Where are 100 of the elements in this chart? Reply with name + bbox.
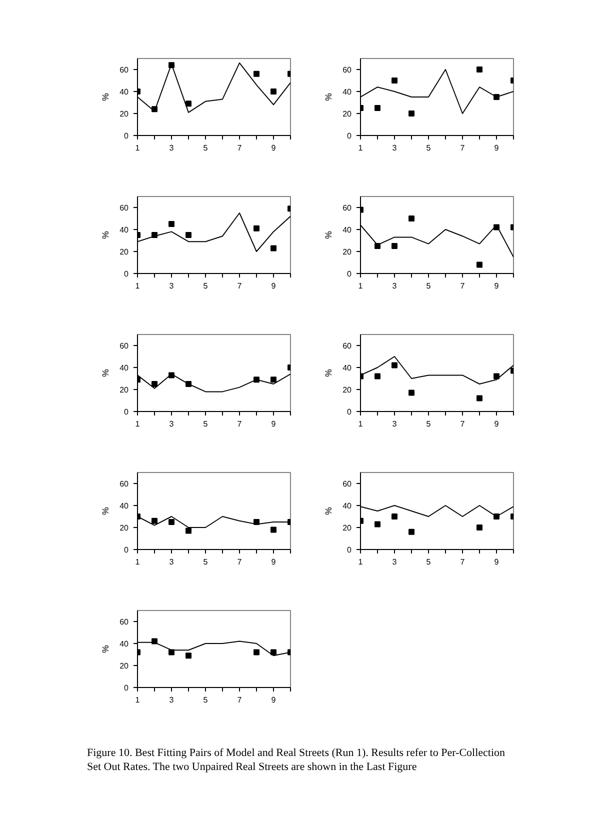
- x-tick-label: 3: [169, 144, 174, 152]
- x-tick-label: 5: [203, 282, 208, 290]
- point: [186, 232, 192, 238]
- x-tick-label: 7: [237, 558, 242, 566]
- point: [254, 519, 260, 525]
- y-tick-label: 0: [124, 546, 130, 554]
- x-tick-label: 1: [135, 696, 140, 704]
- y-tick-label: 40: [120, 640, 130, 648]
- x-tick-label: 7: [460, 144, 466, 152]
- point: [374, 373, 380, 380]
- x-tick-label: 5: [426, 420, 432, 428]
- y-tick-label: 60: [342, 342, 352, 350]
- y-axis-title: %: [100, 506, 111, 515]
- point: [152, 518, 158, 524]
- y-axis-title: %: [324, 506, 334, 515]
- y-axis-title: %: [100, 230, 111, 239]
- y-tick-label: 0: [124, 132, 130, 140]
- point: [152, 106, 158, 112]
- line-series: [360, 356, 514, 384]
- point: [270, 649, 276, 656]
- x-tick-label: 3: [169, 558, 174, 566]
- y-tick-label: 20: [342, 110, 352, 118]
- y-tick-label: 60: [120, 66, 130, 74]
- x-tick-label: 5: [203, 558, 208, 566]
- y-tick-label: 20: [120, 248, 130, 256]
- y-axis-title: %: [324, 92, 334, 101]
- x-tick-label: 9: [494, 558, 500, 566]
- point: [152, 638, 158, 644]
- point: [408, 216, 414, 222]
- point: [392, 514, 398, 520]
- x-tick-label: 9: [271, 558, 276, 566]
- y-axis-title: %: [100, 644, 111, 653]
- x-tick-label: 1: [135, 144, 140, 152]
- x-tick-label: 3: [392, 144, 398, 152]
- x-tick-label: 5: [203, 420, 208, 428]
- point: [270, 245, 276, 252]
- y-tick-label: 0: [347, 270, 352, 278]
- x-tick-label: 9: [494, 420, 500, 428]
- point: [168, 221, 174, 227]
- y-tick-label: 40: [120, 502, 130, 510]
- x-tick-label: 1: [358, 558, 364, 566]
- y-tick-label: 40: [120, 226, 130, 234]
- x-tick-label: 7: [237, 144, 242, 152]
- point: [168, 649, 174, 656]
- point: [270, 88, 276, 94]
- x-tick-label: 3: [392, 420, 398, 428]
- x-tick-label: 3: [169, 282, 174, 290]
- x-tick-label: 5: [426, 558, 432, 566]
- y-tick-label: 0: [347, 546, 352, 554]
- x-tick-label: 7: [460, 282, 466, 290]
- y-tick-label: 40: [342, 226, 352, 234]
- point: [374, 521, 380, 528]
- x-tick-label: 9: [494, 282, 500, 290]
- y-axis-title: %: [100, 92, 111, 101]
- x-tick-label: 5: [203, 696, 208, 704]
- x-tick-label: 3: [169, 420, 174, 428]
- y-tick-label: 40: [342, 364, 352, 372]
- x-tick-label: 9: [271, 144, 276, 152]
- point: [374, 243, 380, 249]
- x-tick-label: 7: [237, 420, 242, 428]
- x-tick-label: 1: [135, 558, 140, 566]
- x-tick-label: 1: [358, 420, 364, 428]
- point: [168, 519, 174, 525]
- point: [408, 110, 414, 116]
- y-tick-label: 60: [120, 204, 130, 212]
- point: [254, 225, 260, 232]
- y-tick-label: 0: [124, 408, 130, 416]
- x-tick-label: 9: [271, 282, 276, 290]
- point: [374, 105, 380, 111]
- x-tick-label: 7: [237, 696, 242, 704]
- y-tick-label: 20: [120, 386, 130, 394]
- y-tick-label: 60: [120, 342, 130, 350]
- point: [476, 66, 482, 72]
- x-tick-label: 5: [203, 144, 208, 152]
- y-tick-label: 20: [342, 386, 352, 394]
- y-tick-label: 0: [124, 270, 130, 278]
- x-tick-label: 9: [494, 144, 500, 152]
- point: [270, 376, 276, 383]
- y-tick-label: 60: [342, 480, 352, 488]
- y-tick-label: 40: [120, 364, 130, 372]
- y-tick-label: 20: [120, 110, 130, 118]
- point: [254, 70, 260, 77]
- x-tick-label: 5: [426, 144, 432, 152]
- y-tick-label: 40: [342, 502, 352, 510]
- y-axis-title: %: [324, 368, 334, 377]
- x-tick-label: 3: [392, 558, 398, 566]
- y-tick-label: 20: [342, 248, 352, 256]
- point: [254, 649, 260, 656]
- point: [476, 524, 482, 530]
- y-tick-label: 20: [120, 662, 130, 670]
- point: [494, 373, 500, 380]
- point: [408, 390, 414, 396]
- point: [270, 526, 276, 533]
- x-tick-label: 7: [460, 558, 466, 566]
- point: [168, 372, 174, 378]
- y-tick-label: 0: [347, 132, 352, 140]
- x-tick-label: 1: [358, 144, 364, 152]
- point: [186, 528, 192, 534]
- y-tick-label: 60: [342, 66, 352, 74]
- point: [494, 514, 500, 520]
